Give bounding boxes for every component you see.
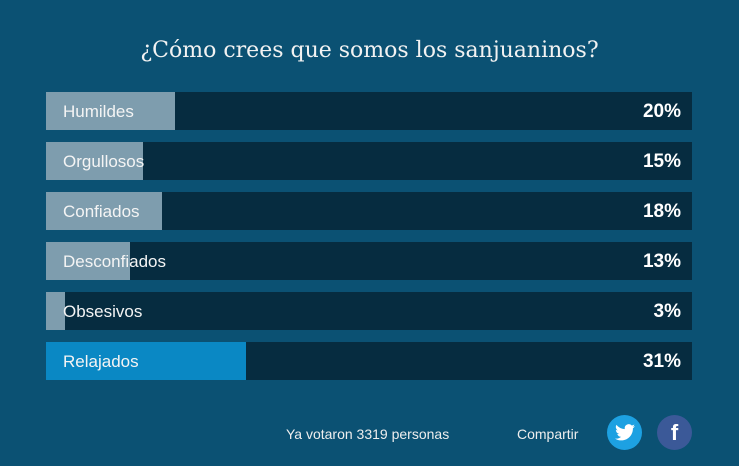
facebook-icon: f <box>670 419 679 445</box>
option-label: Relajados <box>63 352 139 371</box>
poll-option-confiados[interactable]: Confiados 18% <box>46 192 692 230</box>
option-label: Obsesivos <box>63 302 143 321</box>
poll-option-orgullosos[interactable]: Orgullosos 15% <box>46 142 692 180</box>
option-percent: 20% <box>642 101 681 122</box>
result-bar <box>46 292 66 330</box>
poll-options: Humildes 20% Orgullosos 15% Confiados 18% D… <box>46 92 692 392</box>
result-bar <box>46 342 247 380</box>
option-percent: 3% <box>653 301 681 322</box>
option-percent: 15% <box>642 151 681 172</box>
option-label: Desconfiados <box>63 252 167 271</box>
option-label: Orgullosos <box>63 152 145 171</box>
share-label: Compartir <box>517 426 579 442</box>
poll-option-desconfiados[interactable]: Desconfiados 13% <box>46 242 692 280</box>
option-label: Humildes <box>63 102 134 121</box>
option-percent: 31% <box>642 351 681 372</box>
facebook-share-button[interactable]: f <box>657 415 692 450</box>
twitter-share-button[interactable] <box>607 415 642 450</box>
option-percent: 18% <box>642 201 681 222</box>
poll-question: ¿Cómo crees que somos los sanjuaninos? <box>140 38 599 63</box>
result-bar <box>46 142 143 180</box>
result-bar <box>46 242 130 280</box>
option-percent: 13% <box>642 251 681 272</box>
option-label: Confiados <box>63 202 140 221</box>
twitter-icon <box>614 424 635 441</box>
vote-count: Ya votaron 3319 personas <box>286 426 450 442</box>
poll-option-relajados[interactable]: Relajados 31% <box>46 342 692 380</box>
poll-option-obsesivos[interactable]: Obsesivos 3% <box>46 292 692 330</box>
result-bar <box>46 192 163 230</box>
poll-option-humildes[interactable]: Humildes 20% <box>46 92 692 130</box>
result-bar <box>46 92 176 130</box>
